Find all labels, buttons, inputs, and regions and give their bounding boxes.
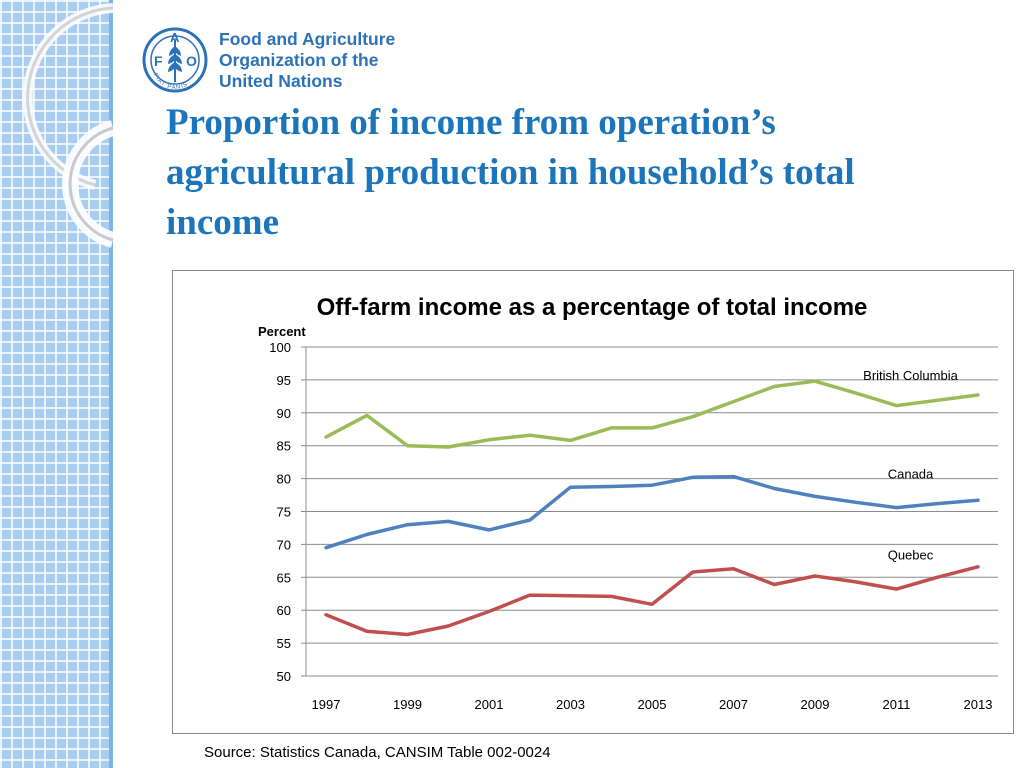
x-tick-label: 2011 xyxy=(883,697,911,712)
y-tick-label: 100 xyxy=(269,340,291,355)
emblem-letter-o: O xyxy=(186,53,197,69)
gridlines xyxy=(301,346,998,677)
x-tick-label: 2007 xyxy=(719,697,748,712)
series-labels: British Columbia Canada Quebec xyxy=(863,368,958,563)
x-tick-label: 2005 xyxy=(638,697,667,712)
y-tick-label: 55 xyxy=(277,636,291,651)
decorative-circles xyxy=(22,3,116,248)
x-tick-label: 2009 xyxy=(801,697,830,712)
slide-title: Proportion of income from operation’s ag… xyxy=(166,98,1006,248)
organization-name: Food and Agriculture Organization of the… xyxy=(219,29,395,92)
y-tick-label: 70 xyxy=(277,537,291,552)
title-line-2: agricultural production in household’s t… xyxy=(166,152,855,193)
y-axis-label: Percent xyxy=(258,324,306,339)
title-line-3: income xyxy=(166,202,280,243)
y-tick-label: 65 xyxy=(277,570,291,585)
series-lines xyxy=(324,379,980,637)
series-line-canada xyxy=(324,474,980,550)
fao-logo: F A O FIAT PANIS Food and Agriculture Or… xyxy=(140,26,395,94)
y-tick-label: 75 xyxy=(277,505,291,520)
title-line-1: Proportion of income from operation’s xyxy=(166,102,776,143)
fao-emblem-icon: F A O FIAT PANIS xyxy=(142,27,208,93)
x-tick-label: 2001 xyxy=(475,697,504,712)
y-tick-label: 80 xyxy=(277,472,291,487)
source-note: Source: Statistics Canada, CANSIM Table … xyxy=(204,744,551,761)
series-label-quebec: Quebec xyxy=(888,548,934,563)
y-tick-label: 90 xyxy=(277,406,291,421)
x-tick-label: 1997 xyxy=(312,697,341,712)
series-label-british-columbia: British Columbia xyxy=(863,368,958,383)
y-axis-ticks: 100 95 90 85 80 75 70 65 60 55 50 xyxy=(269,340,291,684)
chart-title: Off-farm income as a percentage of total… xyxy=(317,294,868,321)
org-name-line-3: United Nations xyxy=(219,70,343,91)
x-tick-label: 1999 xyxy=(393,697,422,712)
org-name-line-2: Organization of the xyxy=(219,49,379,70)
y-tick-label: 95 xyxy=(277,373,291,388)
emblem-letter-a: A xyxy=(170,30,180,45)
x-tick-label: 2013 xyxy=(964,697,993,712)
y-tick-label: 85 xyxy=(277,439,291,454)
x-tick-label: 2003 xyxy=(556,697,585,712)
emblem-letter-f: F xyxy=(154,53,163,69)
chart-frame: Off-farm income as a percentage of total… xyxy=(172,270,1014,734)
y-tick-label: 60 xyxy=(277,603,291,618)
y-tick-label: 50 xyxy=(277,669,291,684)
org-name-line-1: Food and Agriculture xyxy=(219,28,396,49)
x-axis-ticks: 1997 1999 2001 2003 2005 2007 2009 2011 2013 xyxy=(312,697,993,712)
line-chart: Off-farm income as a percentage of total… xyxy=(258,294,998,712)
series-label-canada: Canada xyxy=(888,467,934,482)
series-line-british-columbia xyxy=(324,379,980,449)
